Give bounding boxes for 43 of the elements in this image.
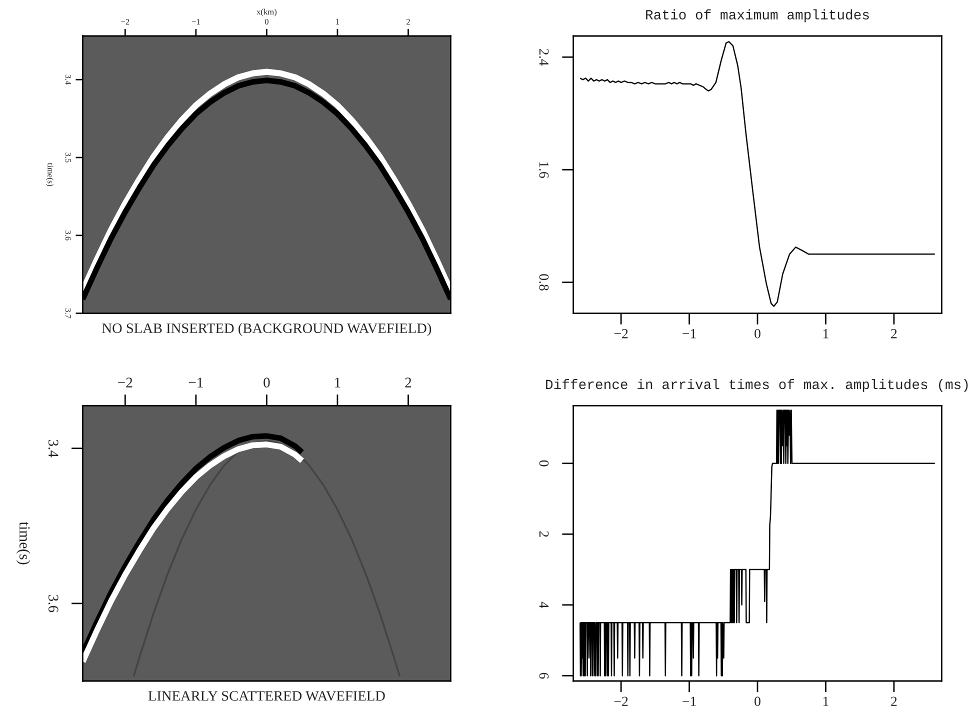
x-tick-label: 2 <box>891 696 897 706</box>
y-tick-label: 1.6 <box>539 162 549 178</box>
x-tick-label: 1 <box>823 696 828 706</box>
text: NO SLAB INSERTED (BACKGROUND WAVEFIELD) <box>102 323 432 336</box>
x-tick-label: −1 <box>188 378 203 388</box>
x-tick-label: 0 <box>754 328 760 338</box>
y-tick-label: 2 <box>539 531 549 537</box>
x-tick-label: 2 <box>405 378 412 388</box>
y-tick-label: 3.4 <box>65 74 71 85</box>
x-tick-label: 1 <box>335 378 340 388</box>
x-tick-label: 0 <box>754 696 760 706</box>
y-tick-label: 3.5 <box>65 152 71 162</box>
x-axis-title: x(km) <box>256 8 277 16</box>
line-series <box>132 440 401 678</box>
x-tick-label: −2 <box>614 329 628 338</box>
x-tick-label: 2 <box>891 329 897 338</box>
x-tick-label: 0 <box>264 18 268 25</box>
x-tick-label: 0 <box>264 378 270 388</box>
x-tick-label: −1 <box>192 19 200 25</box>
chart-title: Ratio of maximum amplitudes <box>646 9 869 22</box>
y-axis-title: time(s) <box>16 522 30 564</box>
y-tick-label: 2.4 <box>539 49 549 66</box>
text: LINEARLY SCATTERED WAVEFIELD <box>148 691 385 701</box>
line-series <box>579 410 936 676</box>
y-tick-label: 3.7 <box>65 308 71 318</box>
x-tick-label: −1 <box>682 696 696 706</box>
x-tick-label: −1 <box>682 329 696 338</box>
x-tick-label: 1 <box>336 19 340 25</box>
x-tick-label: 2 <box>406 18 410 25</box>
x-tick-label: −2 <box>614 696 628 706</box>
y-tick-label: 3.6 <box>65 230 71 240</box>
y-tick-label: 3.6 <box>48 595 58 612</box>
line-series <box>579 41 936 307</box>
y-axis-title: time(s) <box>46 162 54 186</box>
x-tick-label: −2 <box>118 378 132 388</box>
chart-title: Difference in arrival times of max. amplitudes (ms) <box>546 378 968 392</box>
y-tick-label: 3.4 <box>48 440 58 458</box>
y-tick-label: 4 <box>539 602 549 608</box>
x-tick-label: −2 <box>121 18 130 25</box>
y-tick-label: 0.8 <box>539 274 549 290</box>
y-tick-label: 6 <box>539 672 549 679</box>
x-tick-label: 1 <box>823 329 828 338</box>
y-tick-label: 0 <box>539 460 549 466</box>
